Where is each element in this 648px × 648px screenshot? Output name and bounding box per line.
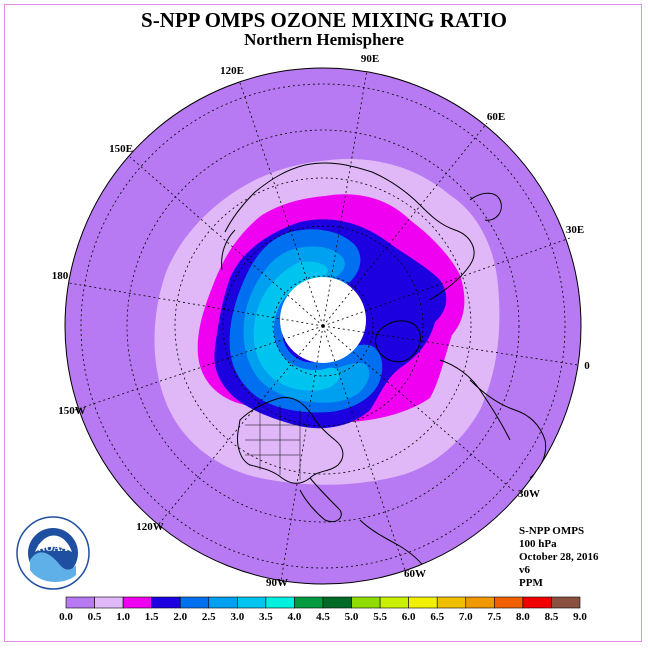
colorbar-label: 7.5 bbox=[487, 611, 501, 623]
latitude-circles bbox=[80, 83, 566, 569]
lon-label-180: 180 bbox=[52, 270, 69, 282]
colorbar-label: 5.0 bbox=[345, 611, 359, 623]
colorbar-swatch bbox=[237, 596, 267, 609]
colorbar-label: 9.0 bbox=[573, 611, 587, 623]
colorbar-swatch bbox=[208, 596, 238, 609]
colorbar-label: 5.5 bbox=[373, 611, 387, 623]
noaa-logo: NOAA bbox=[16, 516, 90, 590]
colorbar-label: 1.0 bbox=[116, 611, 130, 623]
colorbar-swatch bbox=[179, 596, 210, 609]
colorbar-swatch bbox=[322, 596, 352, 609]
lon-label-0: 0 bbox=[584, 360, 590, 372]
colorbar-swatch bbox=[551, 596, 581, 609]
colorbar-label: 2.0 bbox=[173, 611, 187, 623]
colorbar-swatch bbox=[265, 596, 295, 609]
info-block: S-NPP OMPS 100 hPa October 28, 2016 v6 P… bbox=[519, 525, 599, 590]
meridians bbox=[68, 69, 579, 582]
colorbar-swatch bbox=[122, 596, 152, 609]
colorbar-swatch bbox=[94, 596, 124, 609]
colorbar-label: 1.5 bbox=[145, 611, 159, 623]
polar-night-gap bbox=[280, 277, 366, 363]
colorbar-label: 7.0 bbox=[459, 611, 473, 623]
colorbar-label: 0.5 bbox=[88, 611, 102, 623]
lon-label-120w: 120W bbox=[136, 521, 164, 533]
lon-label-60e: 60E bbox=[487, 111, 505, 123]
lon-label-150e: 150E bbox=[109, 143, 133, 155]
colorbar: 0.0 0.5 1.0 1.5 2.0 2.5 3.0 3.5 4.0 4.5 5.0 5.5 6.0 6… bbox=[59, 596, 587, 623]
colorbar-swatch bbox=[436, 596, 467, 609]
map-subtitle: Northern Hemisphere bbox=[244, 30, 404, 49]
colorbar-label: 8.5 bbox=[545, 611, 559, 623]
map-title: S-NPP OMPS OZONE MIXING RATIO bbox=[141, 8, 507, 32]
coastlines bbox=[221, 162, 547, 573]
colorbar-swatch bbox=[65, 596, 95, 609]
info-units: PPM bbox=[519, 577, 543, 589]
longitude-labels: 90E 60E 30E 0 30W 60W 90W 120W 150W 180 … bbox=[52, 53, 591, 589]
colorbar-swatch bbox=[351, 596, 381, 609]
colorbar-swatch bbox=[465, 596, 495, 609]
lon-label-60w: 60W bbox=[404, 568, 426, 580]
colorbar-label: 6.5 bbox=[430, 611, 444, 623]
colorbar-label: 6.0 bbox=[402, 611, 416, 623]
colorbar-label: 8.0 bbox=[516, 611, 530, 623]
lon-label-150w: 150W bbox=[58, 405, 86, 417]
figure-frame bbox=[4, 4, 642, 642]
colorbar-label: 3.0 bbox=[230, 611, 244, 623]
colorbar-swatch bbox=[408, 596, 438, 609]
info-date: October 28, 2016 bbox=[519, 551, 599, 563]
colorbar-label: 0.0 bbox=[59, 611, 73, 623]
colorbar-label: 4.0 bbox=[288, 611, 302, 623]
info-version: v6 bbox=[519, 564, 530, 576]
info-instrument: S-NPP OMPS bbox=[519, 525, 585, 537]
noaa-logo-text: NOAA bbox=[38, 543, 68, 554]
colorbar-label: 3.5 bbox=[259, 611, 273, 623]
contour-band-3.0-3.5 bbox=[253, 261, 340, 391]
colorbar-swatch bbox=[522, 596, 552, 609]
colorbar-label: 2.5 bbox=[202, 611, 216, 623]
lon-label-30w: 30W bbox=[518, 488, 540, 500]
colorbar-swatch bbox=[379, 596, 409, 609]
colorbar-swatch bbox=[151, 596, 181, 609]
lon-label-90w: 90W bbox=[266, 577, 288, 589]
colorbar-swatch bbox=[494, 596, 524, 609]
lon-label-90e: 90E bbox=[361, 53, 379, 65]
lon-label-120e: 120E bbox=[220, 65, 244, 77]
lon-label-30e: 30E bbox=[566, 224, 584, 236]
info-level: 100 hPa bbox=[519, 538, 557, 550]
colorbar-label: 4.5 bbox=[316, 611, 330, 623]
colorbar-swatch bbox=[294, 596, 324, 609]
